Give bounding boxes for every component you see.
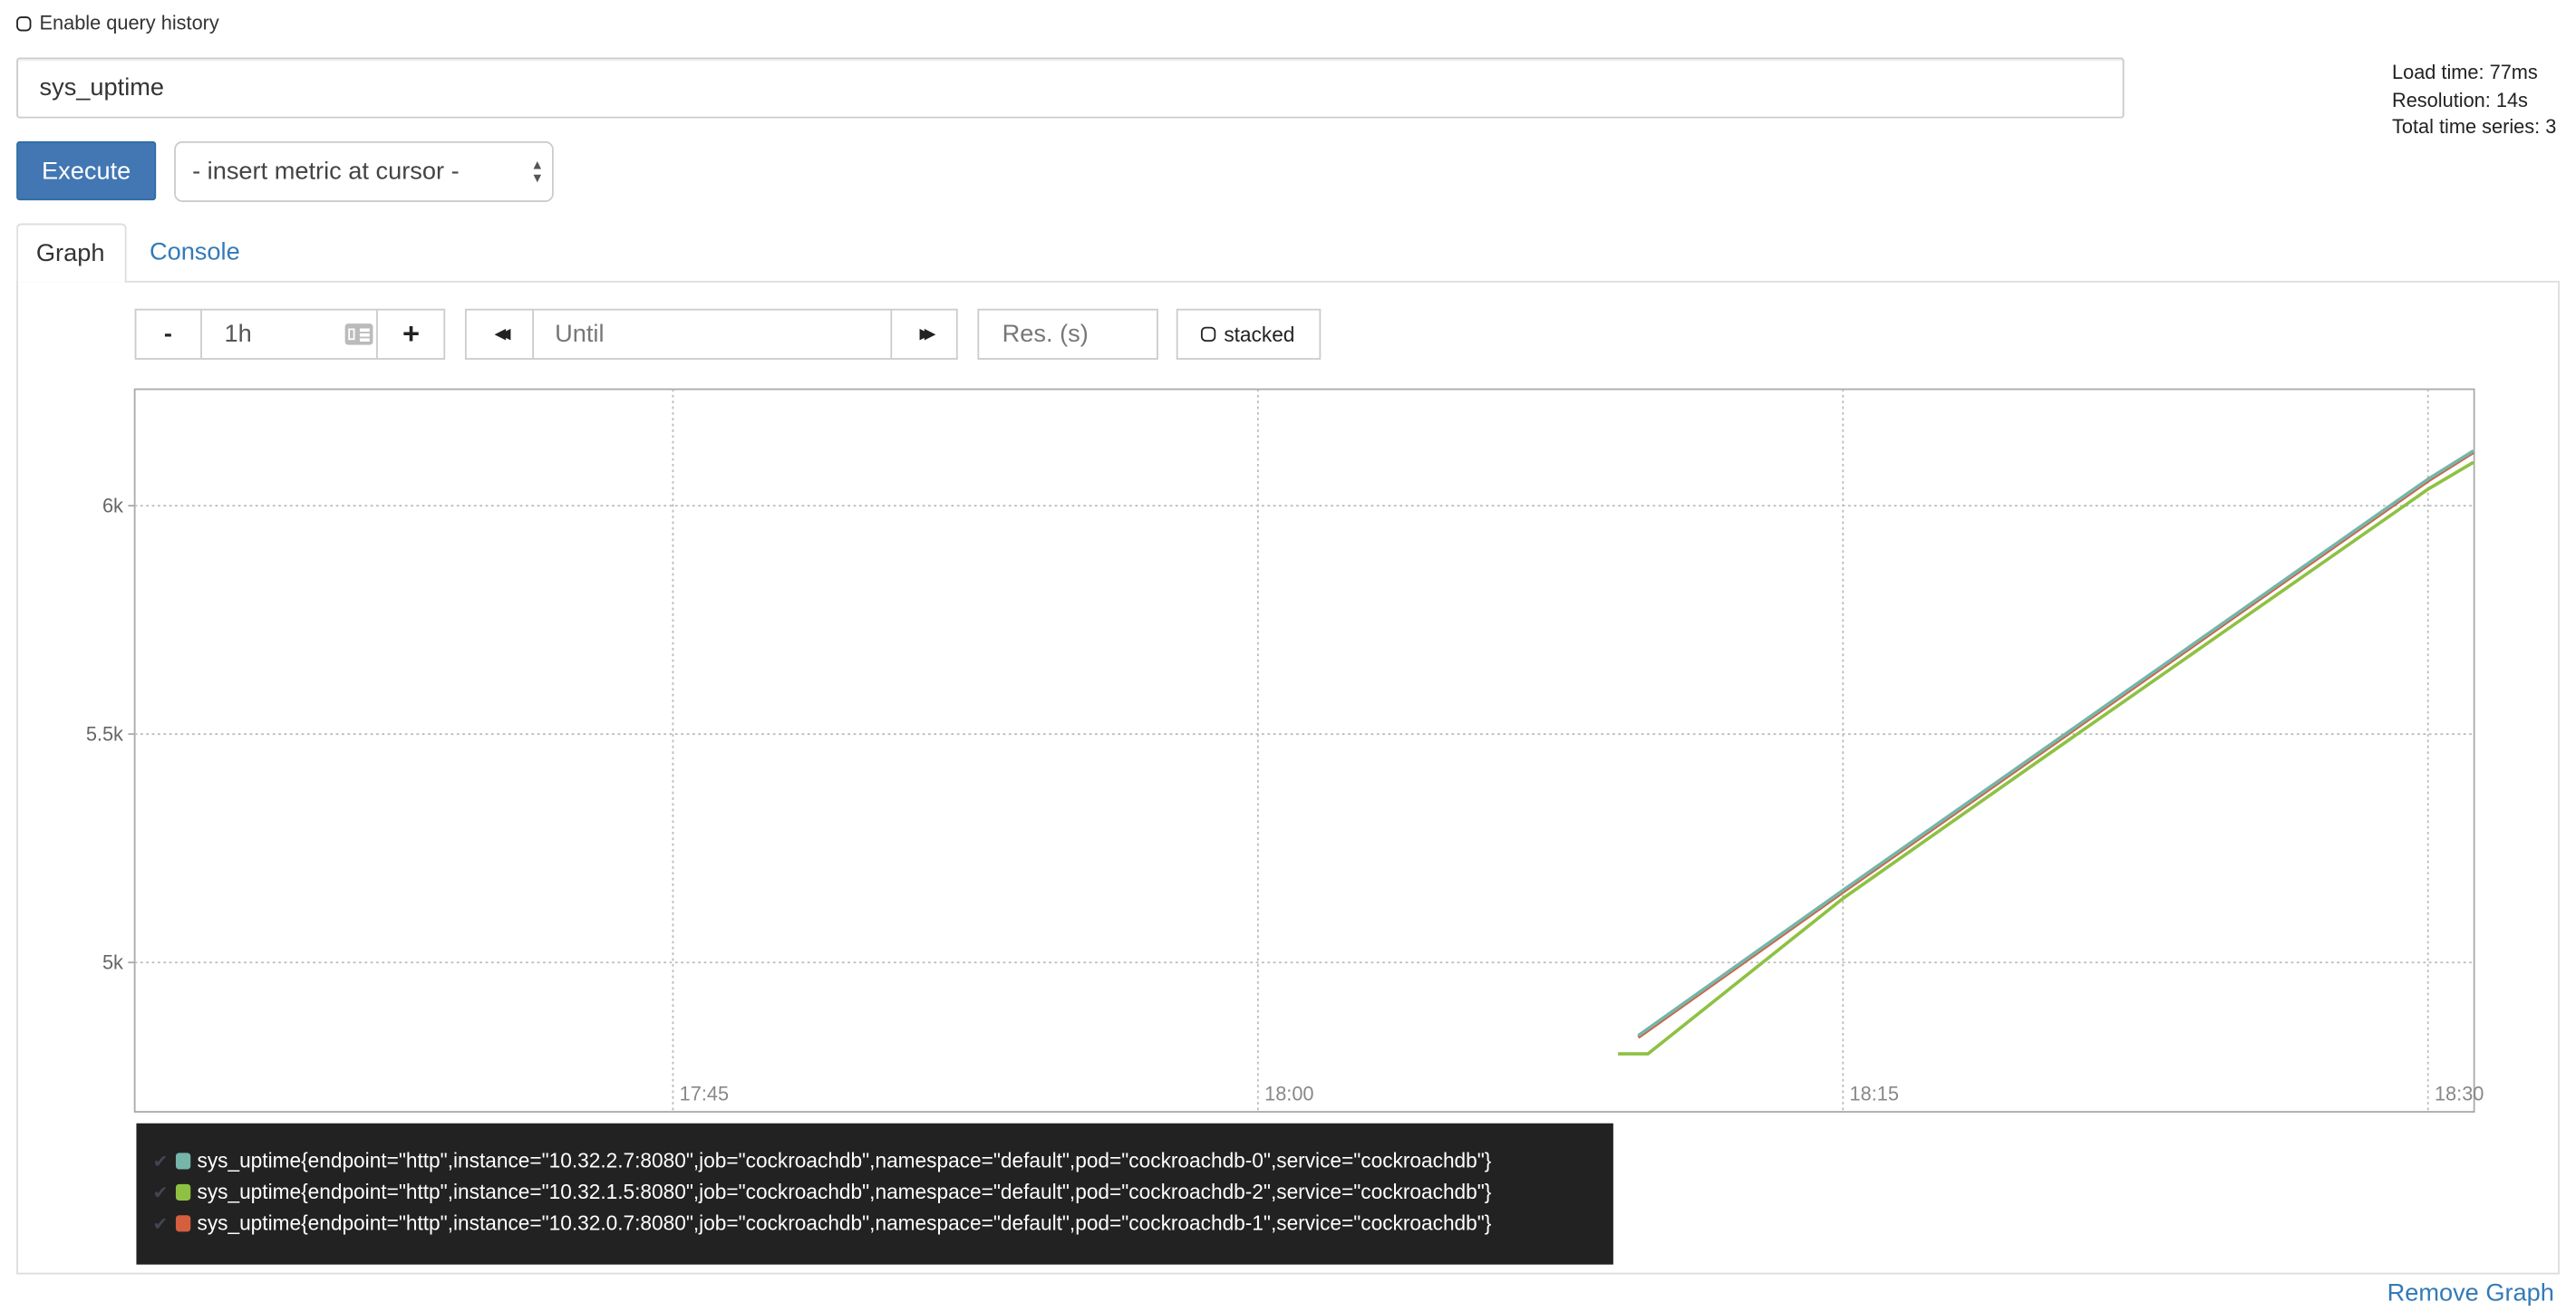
checkbox-icon[interactable] [16,16,32,32]
x-tick-label: 17:45 [680,1082,729,1105]
y-tick-label: 5.5k [86,722,123,745]
select-arrows-icon: ▲ ▼ [530,158,544,186]
increase-range-button[interactable]: + [402,316,421,351]
execute-button[interactable]: Execute [16,140,157,201]
x-tick-label: 18:15 [1850,1082,1899,1105]
resolution-placeholder: Res. (s) [1002,320,1089,349]
until-placeholder: Until [555,320,605,349]
insert-metric-select[interactable]: - insert metric at cursor - ▲ ▼ [174,140,554,202]
tab-content-panel [16,280,2560,1275]
legend-label: sys_uptime{endpoint="http",instance="10.… [197,1149,1492,1173]
end-time-control-group: ◀◀ Until ▶▶ [464,308,958,360]
step-forward-button[interactable]: ▶▶ [893,311,956,359]
series-color-swatch [175,1153,191,1170]
select-value: - insert metric at cursor - [192,158,460,186]
series-line-0 [1637,449,2474,1037]
stacked-toggle[interactable]: stacked [1176,308,1322,360]
resolution: Resolution: 14s [2392,87,2528,111]
range-control-group: - 1h + [134,308,446,360]
until-input[interactable]: Until [534,310,893,359]
check-icon[interactable]: ✔ [152,1182,169,1203]
checkbox-label: Enable query history [39,11,219,35]
load-time: Load time: 77ms [2392,61,2538,84]
resolution-input[interactable]: Res. (s) [977,308,1158,360]
step-back-button[interactable]: ◀◀ [467,310,534,359]
x-tick-label: 18:00 [1264,1082,1313,1105]
remove-graph-link[interactable]: Remove Graph [2387,1278,2554,1307]
decrease-range-button[interactable]: - [136,310,202,359]
y-tick-label: 5k [102,950,123,973]
legend-item[interactable]: ✔ sys_uptime{endpoint="http",instance="10… [153,1181,1492,1203]
series-color-swatch [175,1183,191,1201]
query-textarea[interactable]: sys_uptime [16,57,2125,119]
check-icon[interactable]: ✔ [152,1214,169,1235]
calendar-icon[interactable] [345,323,374,345]
range-input[interactable]: 1h [201,310,379,359]
query-text: sys_uptime [39,73,165,102]
series-line-2 [1637,450,2474,1039]
series-line-1 [1618,460,2474,1056]
legend-item[interactable]: ✔ sys_uptime{endpoint="http",instance="10… [153,1212,1492,1235]
checkbox-icon[interactable] [1200,326,1216,342]
range-value: 1h [224,320,252,349]
legend-label: sys_uptime{endpoint="http",instance="10.… [197,1181,1492,1204]
chart-legend: ✔ sys_uptime{endpoint="http",instance="10… [136,1123,1613,1265]
tab-graph[interactable]: Graph [16,223,127,283]
plot-frame [133,388,2475,1113]
query-info: Load time: 77ms Resolution: 14s Total ti… [2392,59,2556,140]
x-tick-label: 18:30 [2435,1082,2484,1105]
total-time-series: Total time series: 3 [2392,114,2557,139]
series-color-swatch [175,1215,191,1232]
legend-item[interactable]: ✔ sys_uptime{endpoint="http",instance="10… [153,1150,1492,1172]
tab-console[interactable]: Console [149,237,240,266]
check-icon[interactable]: ✔ [152,1152,169,1172]
enable-query-history-checkbox[interactable]: Enable query history [16,12,219,34]
y-tick-label: 6k [102,494,123,516]
stacked-label: stacked [1224,323,1295,346]
legend-label: sys_uptime{endpoint="http",instance="10.… [197,1211,1492,1235]
